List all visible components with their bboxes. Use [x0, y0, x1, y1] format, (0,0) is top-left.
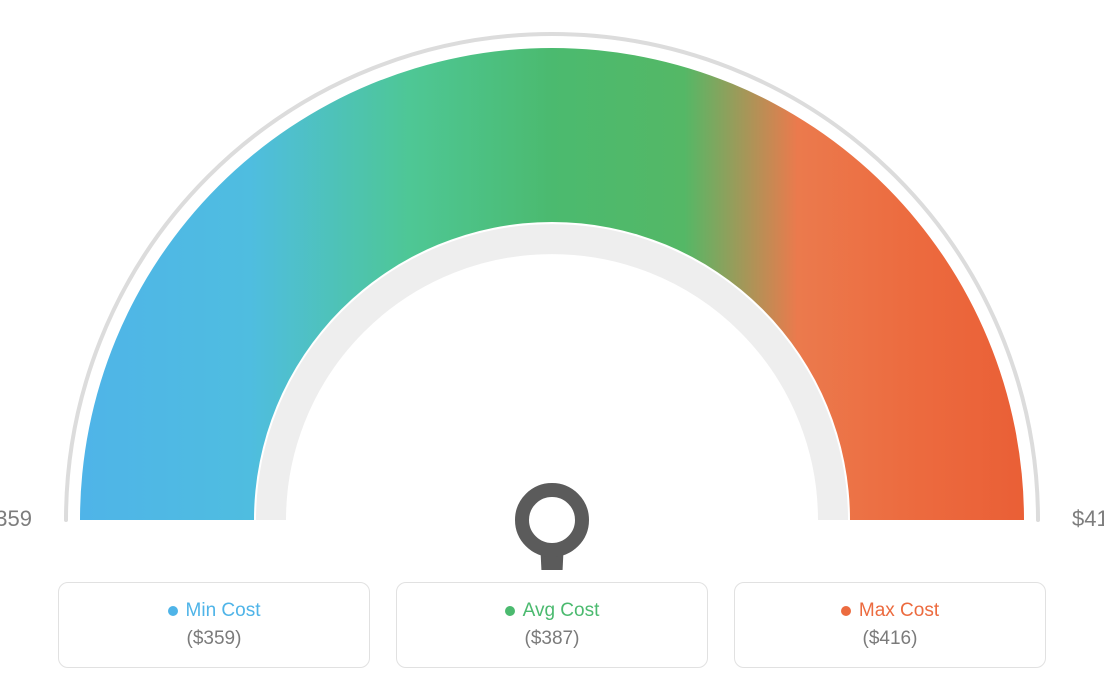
- legend-card-max: Max Cost ($416): [734, 582, 1046, 668]
- legend-value-avg: ($387): [525, 628, 580, 650]
- svg-text:$359: $359: [0, 506, 32, 531]
- dot-icon: [841, 606, 851, 616]
- dot-icon: [505, 606, 515, 616]
- svg-text:$416: $416: [1072, 506, 1104, 531]
- legend-title-text: Avg Cost: [523, 600, 600, 622]
- legend-title-min: Min Cost: [168, 600, 261, 622]
- gauge-svg: $359$366$373$387$397$407$416: [0, 0, 1104, 570]
- legend-title-avg: Avg Cost: [505, 600, 600, 622]
- dot-icon: [168, 606, 178, 616]
- legend-card-avg: Avg Cost ($387): [396, 582, 708, 668]
- legend-title-text: Max Cost: [859, 600, 939, 622]
- legend-row: Min Cost ($359) Avg Cost ($387) Max Cost…: [0, 582, 1104, 668]
- cost-gauge-chart: $359$366$373$387$397$407$416 Min Cost ($…: [0, 0, 1104, 690]
- legend-value-min: ($359): [187, 628, 242, 650]
- legend-card-min: Min Cost ($359): [58, 582, 370, 668]
- legend-value-max: ($416): [863, 628, 918, 650]
- legend-title-text: Min Cost: [186, 600, 261, 622]
- legend-title-max: Max Cost: [841, 600, 939, 622]
